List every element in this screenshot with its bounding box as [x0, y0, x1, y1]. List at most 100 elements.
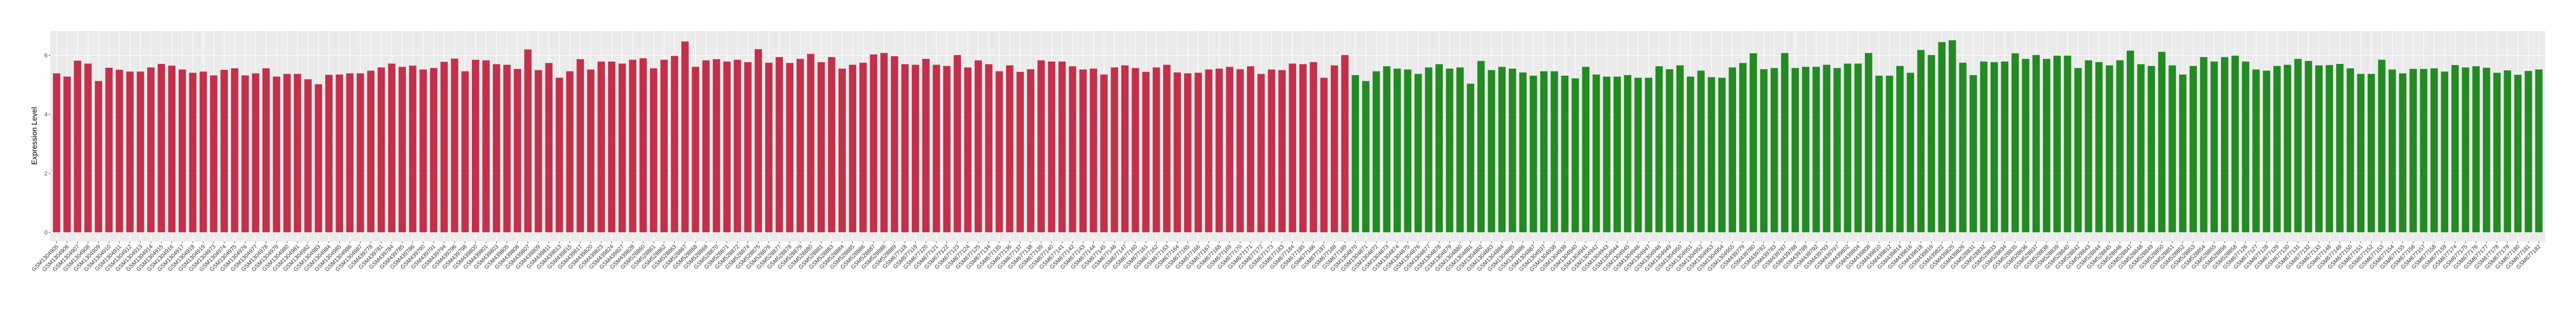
bar-GSM528851 [2168, 65, 2176, 233]
bar-GSM1304886 [1519, 72, 1527, 233]
bar-GSM1304885 [1508, 68, 1516, 233]
bar-GSM677151 [2357, 74, 2365, 233]
bar-GSM1304910 [105, 68, 113, 233]
bar-GSM528835 [2011, 53, 2019, 233]
bar-GSM677154 [2388, 69, 2396, 233]
bar-GSM1304882 [1477, 61, 1485, 233]
bar-GSM439785 [398, 67, 406, 233]
bar-GSM1304949 [1666, 69, 1673, 233]
y-tick-label: 2 [44, 171, 48, 177]
bar-GSM439811 [545, 63, 553, 233]
bar-GSM1304987 [357, 73, 364, 233]
bar-GSM1304946 [1634, 77, 1642, 233]
bar-GSM1304909 [95, 81, 102, 233]
bar-GSM1304985 [336, 74, 343, 233]
bar-GSM1304975 [231, 68, 239, 233]
bar-GSM439823 [597, 61, 605, 233]
bar-GSM677168 [1215, 68, 1223, 233]
bar-GSM677141 [1058, 61, 1066, 233]
bar-GSM677164 [1173, 72, 1181, 233]
bar-GSM439825 [1948, 40, 1956, 233]
bar-GSM439779 [1739, 63, 1747, 233]
bar-GSM528853 [2189, 66, 2197, 233]
bar-GSM439826 [1959, 62, 1967, 233]
bar-GSM528868 [692, 67, 699, 233]
bar-GSM1304870 [1351, 75, 1359, 233]
bar-GSM528888 [880, 53, 888, 233]
bar-GSM439803 [492, 64, 501, 233]
bar-GSM1304905 [52, 73, 61, 233]
bar-GSM528847 [2126, 50, 2134, 233]
bar-GSM677121 [932, 64, 941, 233]
bar-GSM677143 [1079, 69, 1087, 233]
bar-GSM528884 [838, 68, 846, 233]
bar-GSM677129 [2273, 66, 2281, 233]
bar-GSM677170 [1236, 69, 1244, 233]
bar-GSM528856 [2221, 57, 2229, 233]
bar-GSM528878 [786, 63, 794, 233]
bar-GSM1304883 [1488, 70, 1495, 233]
bar-GSM528832 [1980, 61, 1988, 233]
bar-GSM1304911 [115, 69, 123, 233]
bar-GSM1304914 [147, 67, 155, 233]
bar-GSM528837 [2032, 55, 2040, 233]
bar-GSM439778 [367, 70, 374, 233]
bar-GSM439792 [1812, 67, 1820, 233]
bar-GSM1304950 [1676, 65, 1684, 233]
bar-GSM1304884 [1498, 67, 1506, 233]
bar-GSM528852 [2179, 74, 2187, 233]
bar-GSM677185 [1299, 64, 1307, 233]
bar-GSM677167 [1205, 69, 1213, 233]
bar-GSM677180 [2514, 75, 2522, 233]
bar-GSM677149 [2336, 64, 2344, 233]
bar-GSM677138 [1027, 69, 1035, 233]
bar-GSM439794 [440, 62, 448, 233]
bar-GSM528860 [639, 58, 647, 233]
bar-GSM1304938 [1550, 71, 1558, 233]
bar-GSM439791 [430, 68, 438, 233]
bar-GSM1304915 [157, 64, 165, 233]
bar-GSM677171 [1247, 66, 1254, 233]
bar-GSM528842 [2074, 68, 2082, 233]
bar-GSM677187 [1320, 77, 1328, 233]
bar-GSM1304937 [1540, 71, 1548, 233]
bar-GSM677174 [2451, 65, 2459, 233]
bar-GSM677173 [1267, 69, 1276, 233]
bar-GSM677119 [911, 64, 919, 233]
bar-GSM439807 [524, 49, 532, 233]
bar-GSM677124 [964, 67, 972, 233]
bar-GSM528839 [2053, 55, 2061, 233]
bar-GSM677176 [2472, 66, 2480, 233]
bar-GSM439781 [377, 67, 385, 233]
bar-GSM1304955 [1729, 67, 1736, 233]
bar-GSM528861 [649, 68, 658, 233]
bar-GSM439824 [608, 61, 616, 233]
bar-GSM528862 [660, 60, 668, 233]
bar-GSM439798 [461, 71, 469, 233]
bar-GSM1304919 [199, 71, 207, 233]
bar-GSM1304941 [1582, 67, 1589, 233]
bar-GSM439809 [535, 70, 542, 233]
bar-GSM528874 [744, 62, 752, 233]
bar-GSM1304978 [262, 68, 270, 233]
bar-GSM677181 [2525, 71, 2532, 233]
y-tick-label: 4 [44, 112, 48, 118]
bar-GSM528838 [2043, 58, 2051, 233]
bar-GSM528870 [713, 59, 720, 233]
bar-GSM439827 [618, 63, 626, 233]
bar-GSM677175 [2462, 67, 2469, 233]
bar-GSM677160 [1132, 68, 1139, 233]
bar-GSM528834 [2001, 61, 2009, 233]
bar-GSM528854 [2200, 57, 2207, 233]
bar-GSM1304983 [314, 84, 323, 233]
bar-GSM1304943 [1603, 76, 1611, 233]
bar-GSM1304976 [241, 75, 249, 233]
bar-GSM528875 [754, 49, 763, 233]
bar-GSM528879 [796, 58, 804, 233]
bar-GSM1304913 [136, 71, 144, 233]
bar-GSM677159 [2441, 71, 2448, 233]
bar-GSM1304945 [1624, 75, 1632, 233]
bar-GSM528843 [2085, 60, 2092, 233]
bar-GSM1304907 [74, 61, 82, 233]
